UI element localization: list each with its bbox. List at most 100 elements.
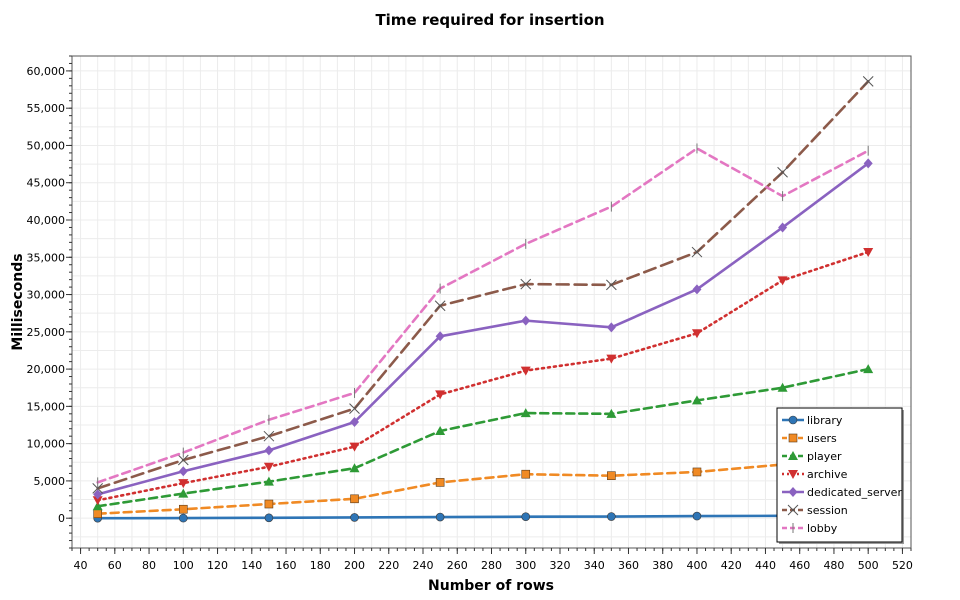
data-point-library — [521, 512, 531, 521]
legend-swatch-marker — [788, 470, 798, 479]
series-line-session — [96, 80, 870, 490]
y-tick-label: 15,000 — [27, 400, 66, 413]
y-tick-label: 50,000 — [27, 139, 66, 152]
data-point-dedicated_server — [521, 315, 531, 326]
data-point-dedicated_server — [863, 158, 873, 169]
series-session — [92, 75, 874, 494]
series-group — [92, 75, 874, 523]
series-line-player — [96, 367, 870, 508]
x-tick-label: 300 — [515, 559, 536, 572]
data-point-session — [349, 403, 360, 414]
x-axis-title: Number of rows — [428, 578, 554, 594]
series-line-dedicated_server — [96, 162, 870, 496]
y-tick-label: 40,000 — [27, 214, 66, 227]
legend-label: dedicated_server — [807, 486, 902, 499]
data-point-player — [92, 501, 103, 511]
series-library — [93, 511, 873, 523]
series-archive — [92, 248, 874, 506]
legend-swatch-marker — [788, 415, 798, 425]
x-tick-label: 120 — [207, 559, 228, 572]
marker-stroke — [787, 504, 799, 516]
data-point-library — [692, 511, 702, 521]
legend-item-archive: archive — [782, 468, 848, 481]
series-line-archive — [96, 250, 870, 502]
series-users — [93, 450, 873, 519]
x-tick-label: 520 — [892, 559, 913, 572]
y-tick-label: 60,000 — [27, 65, 66, 78]
chart-title: Time required for insertion — [375, 11, 604, 29]
x-tick-label: 460 — [789, 559, 810, 572]
data-point-library — [607, 512, 616, 521]
data-point-users — [692, 467, 702, 477]
legend-swatch-marker — [787, 504, 799, 516]
series-line-users — [96, 453, 870, 516]
data-point-dedicated_server — [178, 466, 188, 477]
data-point-users — [93, 509, 102, 519]
x-tick-label: 400 — [686, 559, 707, 572]
x-tick-label: 160 — [276, 559, 297, 572]
x-tick-label: 420 — [721, 559, 742, 572]
data-point-archive — [863, 248, 874, 258]
data-point-users — [264, 499, 274, 509]
data-point-users — [178, 504, 188, 514]
y-tick-label: 20,000 — [27, 363, 66, 376]
data-point-library — [178, 513, 188, 523]
x-tick-label: 140 — [241, 559, 262, 572]
legend-swatch-marker — [788, 451, 798, 460]
legend-label: users — [807, 432, 837, 445]
legend-item-player: player — [782, 450, 842, 463]
x-tick-label: 80 — [142, 559, 156, 572]
legend-item-users: users — [782, 432, 837, 445]
data-point-player — [691, 395, 702, 405]
data-point-archive — [178, 479, 189, 489]
x-tick-label: 320 — [549, 559, 570, 572]
data-point-session — [777, 166, 788, 178]
data-point-player — [863, 364, 874, 374]
legend-item-library: library — [782, 414, 843, 427]
data-point-archive — [92, 496, 103, 506]
x-tick-label: 40 — [74, 559, 88, 572]
y-tick-label: 45,000 — [27, 177, 66, 190]
marker-stroke — [92, 483, 104, 494]
legend: library users player archive dedicated_serve… — [776, 407, 904, 544]
legend-label: lobby — [807, 522, 838, 535]
y-tick-label: 30,000 — [27, 289, 66, 302]
data-point-archive — [777, 276, 788, 286]
series-lobby — [96, 143, 870, 488]
x-tick-label: 240 — [413, 559, 434, 572]
marker-stroke — [349, 403, 360, 414]
x-tick-label: 280 — [481, 559, 502, 572]
legend-swatch-marker — [788, 487, 798, 497]
marker-stroke — [691, 246, 703, 258]
data-point-library — [435, 512, 445, 522]
data-point-users — [435, 478, 445, 487]
series-line-library — [96, 514, 870, 520]
data-point-session — [177, 454, 189, 466]
data-point-session — [520, 278, 532, 290]
marker-stroke — [520, 278, 532, 290]
axes: 40 60 80 100 120 140 160 180 200 220 240 260 280 300 3… — [27, 55, 913, 572]
series-dedicated_server — [93, 158, 873, 500]
x-tick-label: 260 — [447, 559, 468, 572]
data-point-dedicated_server — [692, 284, 702, 295]
data-point-archive — [691, 329, 702, 339]
x-tick-label: 100 — [173, 559, 194, 572]
data-point-dedicated_server — [606, 322, 616, 333]
data-point-archive — [520, 366, 531, 376]
data-point-archive — [435, 390, 446, 400]
data-point-library — [350, 513, 359, 522]
y-tick-label: 55,000 — [27, 102, 66, 115]
data-point-session — [263, 430, 275, 442]
x-tick-label: 360 — [618, 559, 639, 572]
x-tick-label: 180 — [310, 559, 331, 572]
data-point-player — [777, 382, 788, 392]
data-point-player — [178, 488, 189, 498]
y-axis-title: Milliseconds — [10, 253, 26, 350]
legend-label: library — [807, 414, 843, 427]
data-point-users — [521, 469, 531, 479]
legend-item-dedicated_server: dedicated_server — [782, 486, 902, 499]
y-tick-label: 10,000 — [27, 438, 66, 451]
series-player — [92, 364, 874, 511]
x-tick-label: 340 — [584, 559, 605, 572]
